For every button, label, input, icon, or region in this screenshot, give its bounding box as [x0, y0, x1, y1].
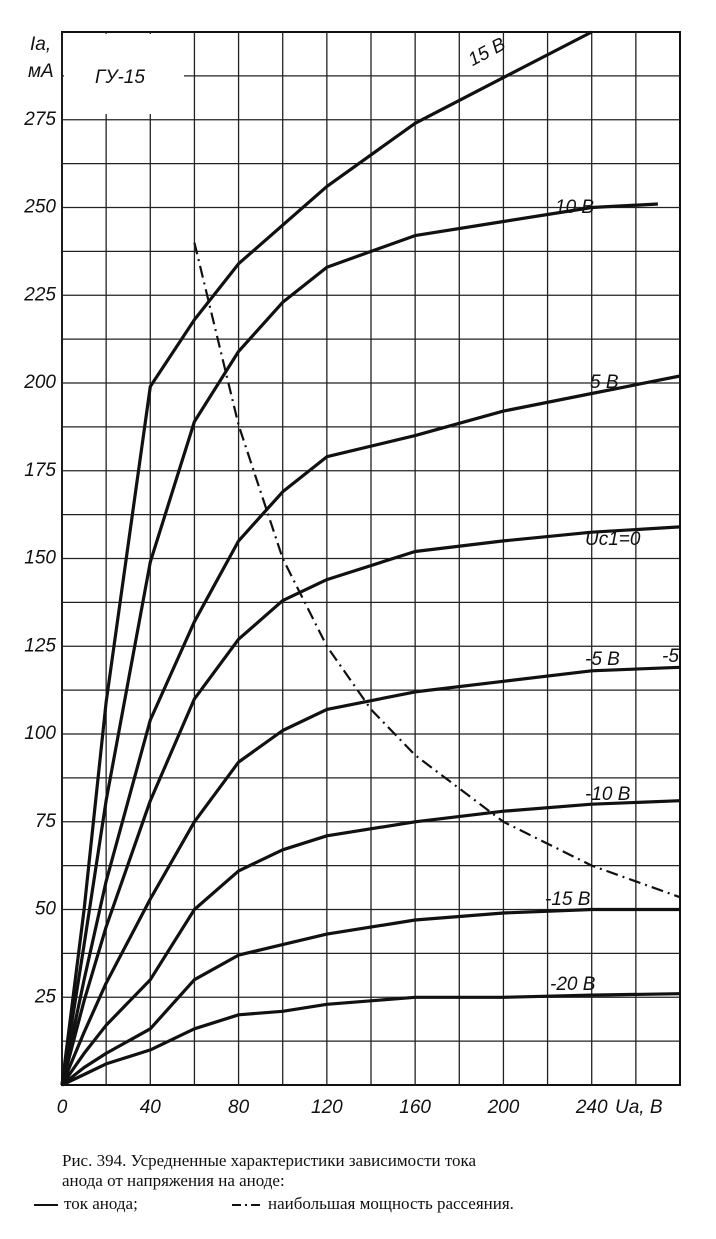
y-tick-label: 50	[35, 899, 57, 920]
caption: анода от напряжения на аноде:	[62, 1171, 285, 1190]
series-label: 10 В	[555, 197, 594, 218]
x-tick-label: 200	[487, 1097, 520, 1118]
series-line	[60, 665, 681, 1086]
series-line	[61, 992, 681, 1087]
y-label: Iа,	[30, 34, 51, 55]
series-line	[60, 799, 681, 1086]
series-line	[60, 525, 681, 1086]
y-tick-label: 200	[23, 372, 56, 393]
series-label: -20 В	[550, 974, 596, 995]
series-label: -15 В	[545, 889, 591, 910]
x-tick-label: 120	[311, 1097, 343, 1118]
y-unit: мА	[28, 61, 54, 82]
y-tick-label: 250	[23, 197, 56, 218]
y-tick-label: 25	[34, 986, 57, 1007]
y-tick-label: 125	[24, 635, 56, 656]
series-label: -5 В	[585, 649, 620, 670]
y-tick-label: 150	[24, 548, 56, 569]
x-tick-label: 80	[228, 1097, 250, 1118]
annotation: ГУ-15	[95, 67, 145, 88]
y-tick-label: 75	[35, 811, 57, 832]
y-tick-label: 225	[23, 284, 56, 305]
x-tick-label: 160	[399, 1097, 431, 1118]
series-label: -10 В	[585, 784, 631, 805]
x-tick-label: 0	[57, 1097, 68, 1118]
series-line	[61, 907, 680, 1087]
y-tick-label: 275	[23, 109, 56, 130]
y-tick-label: 175	[24, 460, 56, 481]
series-label: 5 В	[590, 372, 619, 393]
y-tick-label: 100	[24, 723, 56, 744]
series-line	[60, 374, 681, 1086]
series-line	[60, 30, 593, 1086]
legend-label: наибольшая мощность рассеяния.	[268, 1194, 514, 1213]
series-line	[193, 242, 681, 899]
label-box	[64, 34, 184, 114]
legend-label: ток анода;	[64, 1194, 138, 1213]
series-line	[60, 202, 658, 1086]
x-tick-label: 240	[575, 1097, 608, 1118]
caption: Рис. 394. Усредненные характеристики зав…	[62, 1151, 477, 1170]
curve-label: -5	[662, 646, 679, 667]
x-label: Uа, В	[615, 1097, 663, 1118]
x-tick-label: 40	[140, 1097, 162, 1118]
series-label: Uc1=0	[585, 529, 641, 550]
